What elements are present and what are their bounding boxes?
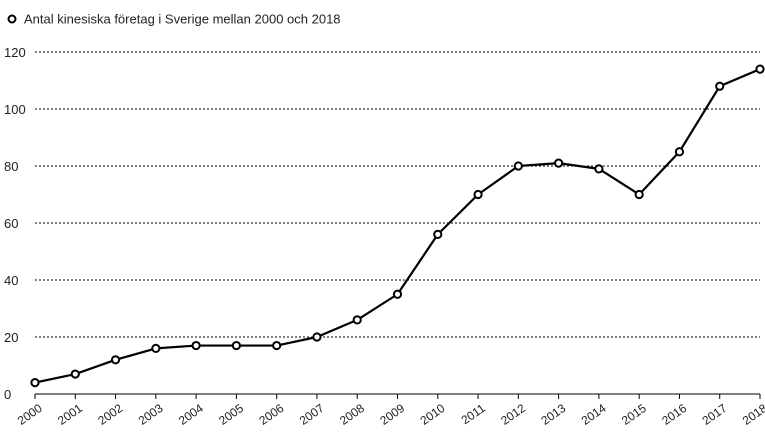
x-tick-label: 2004	[176, 401, 206, 428]
y-tick-label: 20	[4, 330, 18, 345]
x-tick-label: 2016	[659, 401, 689, 428]
series-line	[34, 68, 761, 384]
data-point	[755, 64, 765, 74]
x-tick-label: 2001	[55, 401, 85, 428]
data-point	[473, 189, 483, 200]
x-tick-label: 2003	[136, 401, 166, 428]
data-point	[191, 340, 201, 351]
y-tick-label: 40	[4, 273, 18, 288]
x-tick-label: 2006	[256, 401, 286, 428]
x-tick-label: 2014	[579, 401, 609, 428]
gridlines	[35, 51, 760, 395]
x-tick-label: 2000	[15, 401, 45, 428]
data-point	[70, 369, 80, 379]
legend: Antal kinesiska företag i Sverige mellan…	[7, 12, 341, 27]
data-point	[594, 164, 604, 174]
x-tick-label: 2011	[459, 401, 488, 427]
data-point	[392, 289, 403, 299]
x-tick-label: 2017	[700, 401, 730, 428]
x-tick-label: 2007	[297, 401, 327, 428]
data-point	[30, 378, 40, 388]
data-point	[110, 355, 121, 365]
x-tick-label: 2018	[740, 401, 765, 428]
data-point	[674, 147, 685, 157]
data-point	[352, 315, 362, 325]
y-tick-label: 0	[4, 387, 11, 402]
x-tick-label: 2015	[619, 401, 649, 428]
y-tick-label: 100	[4, 102, 26, 117]
data-point	[151, 343, 161, 353]
data-point	[513, 161, 523, 171]
data-point	[231, 340, 241, 351]
y-tick-label: 60	[4, 216, 18, 231]
x-axis: 2000 2001 2002 2003 2004 2005 2006 2007 2008 2009…	[15, 394, 765, 428]
data-point	[634, 189, 644, 200]
x-tick-label: 2013	[538, 401, 568, 428]
y-tick-label: 120	[4, 45, 26, 60]
data-point	[312, 332, 322, 342]
series-group	[30, 64, 765, 388]
legend-label: Antal kinesiska företag i Sverige mellan…	[24, 12, 341, 27]
y-tick-label: 80	[4, 159, 18, 174]
x-tick-label: 2012	[498, 401, 528, 428]
x-tick-label: 2005	[216, 401, 246, 428]
legend-marker	[7, 14, 17, 24]
data-point	[715, 81, 725, 91]
x-tick-label: 2010	[418, 401, 448, 428]
data-point	[433, 229, 443, 239]
x-tick-label: 2009	[377, 401, 407, 428]
x-tick-label: 2008	[337, 401, 367, 428]
y-axis: 0 20 40 60 80 100 120	[4, 45, 26, 402]
data-point	[272, 340, 282, 351]
data-point	[554, 158, 564, 168]
x-tick-label: 2002	[95, 401, 125, 428]
